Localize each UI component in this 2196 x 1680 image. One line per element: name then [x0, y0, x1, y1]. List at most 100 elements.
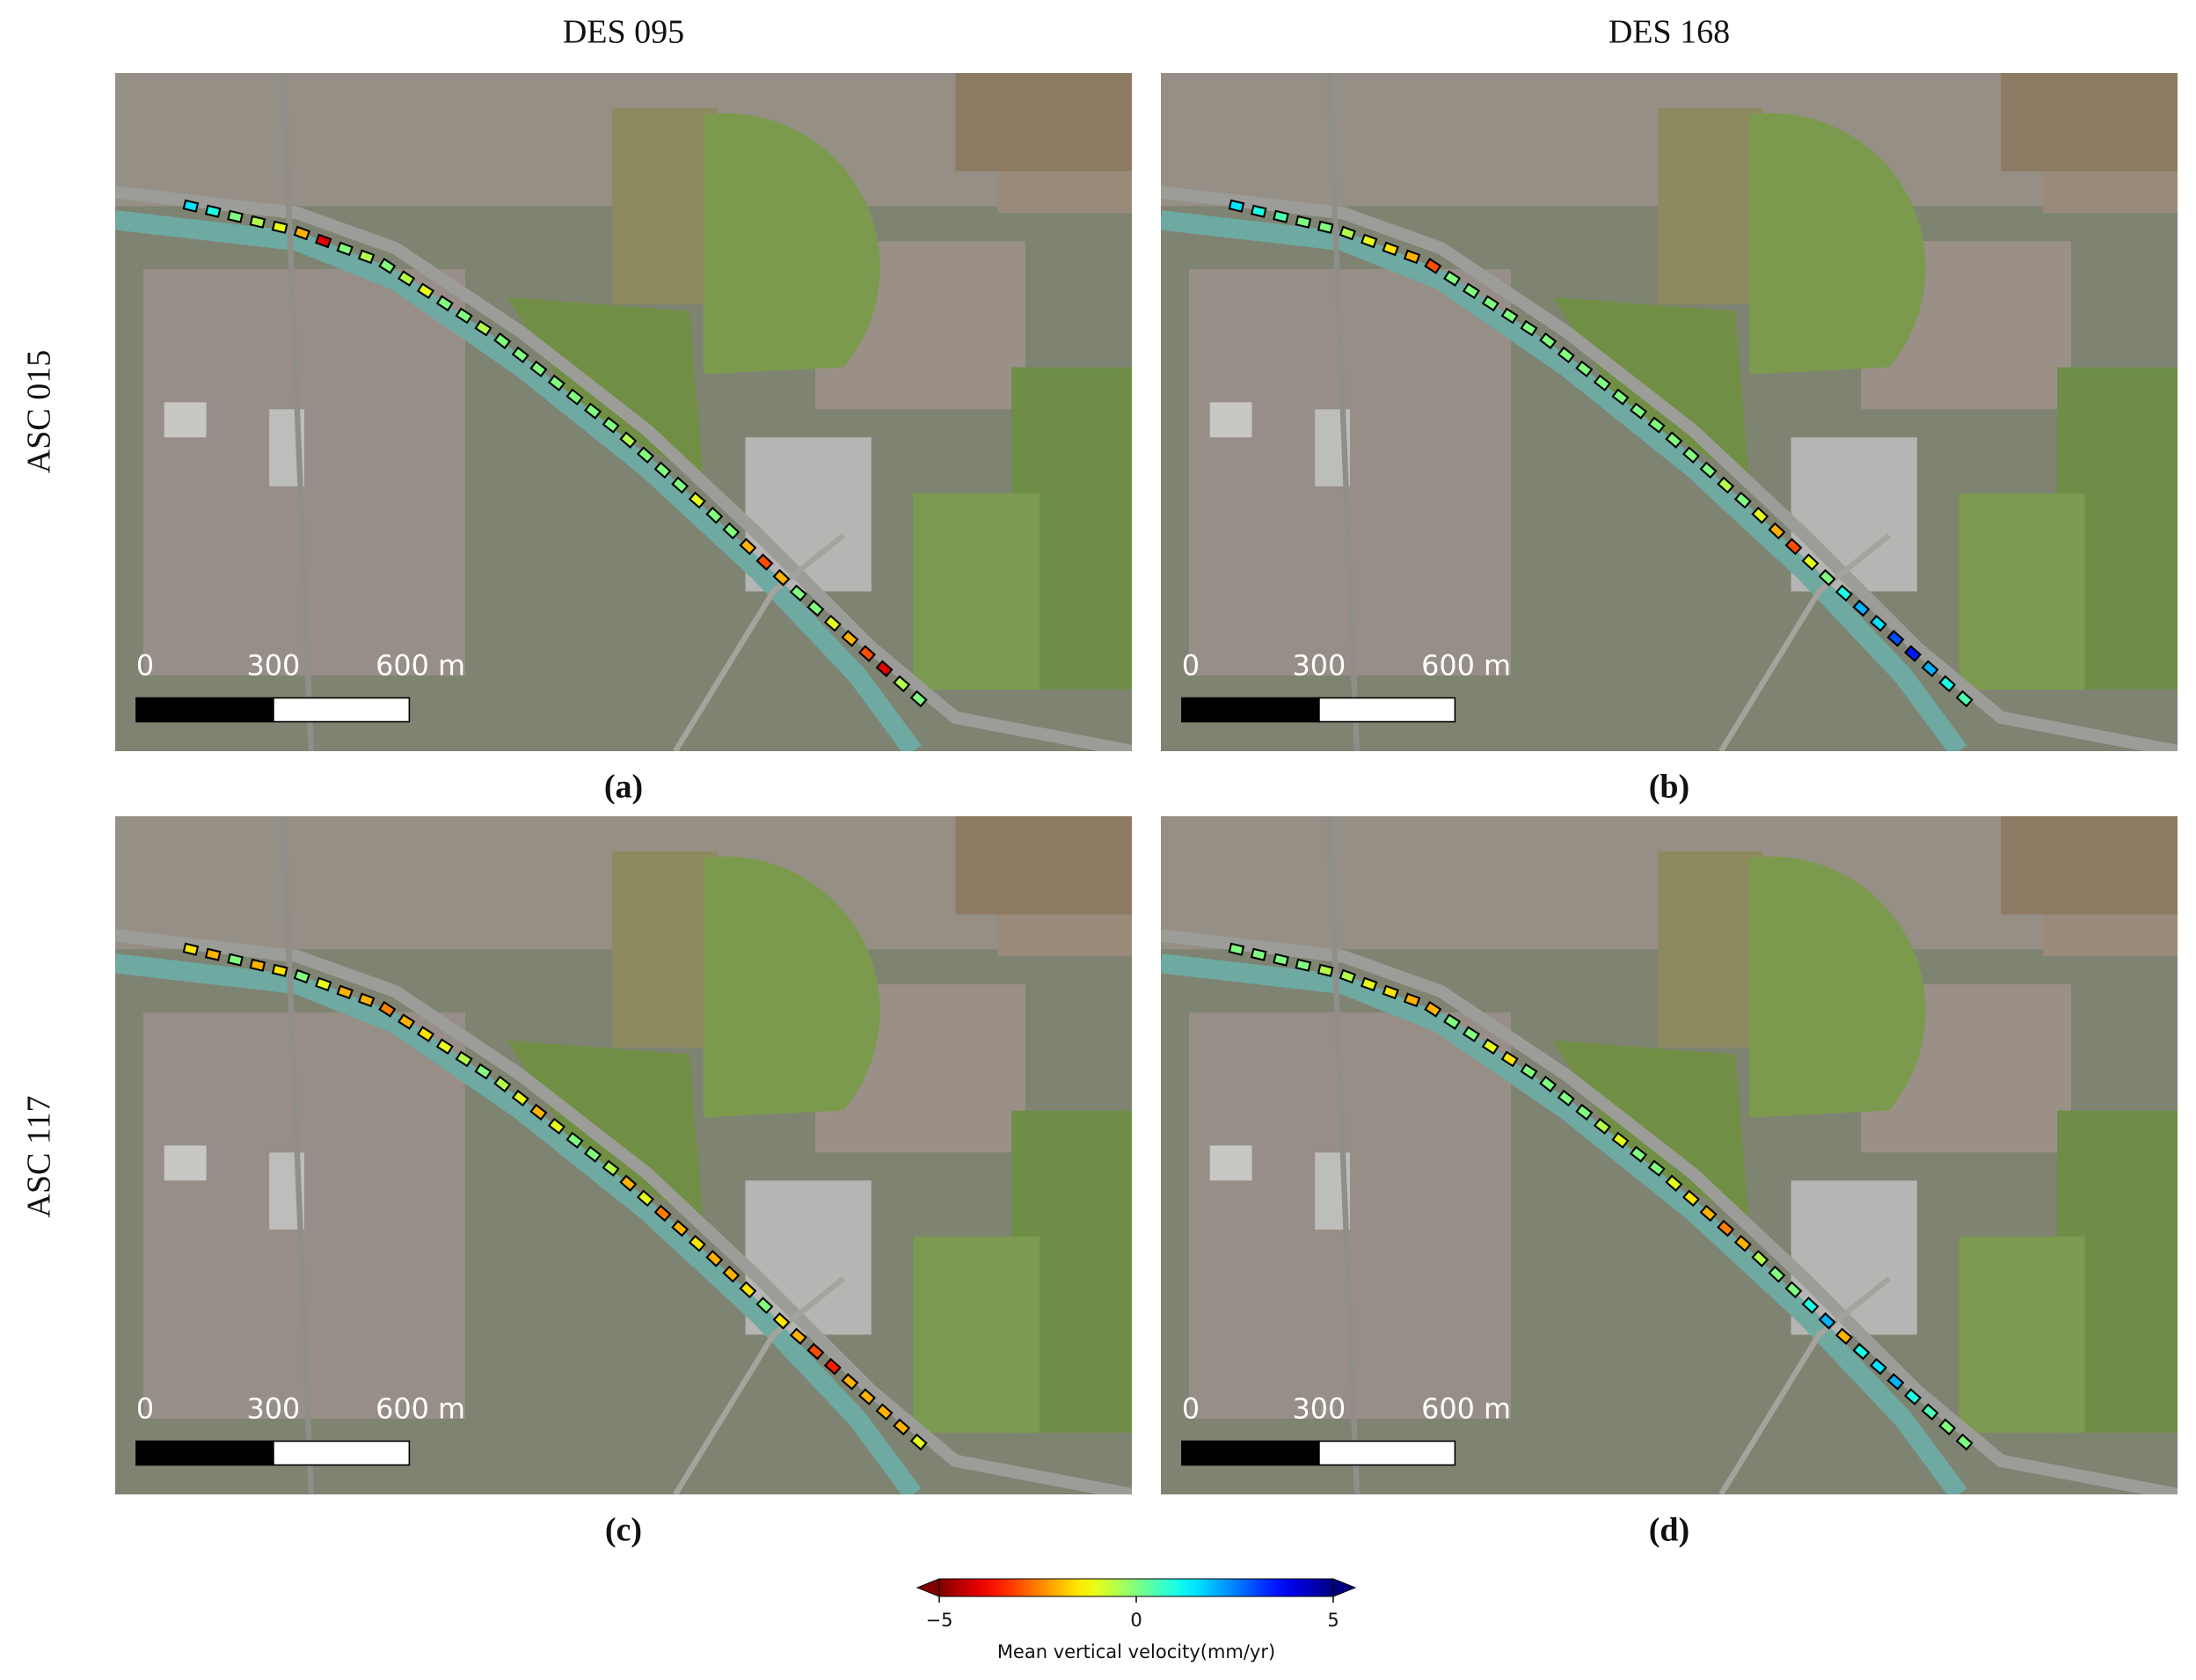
velocity-point	[1575, 360, 1594, 377]
velocity-point	[909, 690, 928, 708]
velocity-point	[357, 249, 376, 265]
row-title: ASC 015	[21, 350, 58, 473]
velocity-point	[841, 1373, 859, 1391]
velocity-point	[1317, 963, 1334, 977]
map-panel: 0 300 600 m	[115, 816, 1132, 1494]
velocity-point	[1228, 199, 1245, 213]
velocity-point	[1665, 431, 1683, 449]
velocity-point	[547, 374, 565, 391]
velocity-point	[1481, 1038, 1499, 1055]
velocity-point	[1818, 568, 1836, 587]
velocity-point	[875, 1403, 894, 1421]
velocity-point	[1733, 491, 1752, 509]
velocity-point	[602, 1159, 620, 1177]
colorbar-label: Mean vertical velocity(mm/yr)	[997, 1641, 1275, 1662]
velocity-point	[455, 307, 473, 325]
velocity-point	[1699, 1204, 1718, 1223]
velocity-point	[671, 476, 689, 494]
velocity-point	[619, 431, 638, 449]
scale-label: 600 m	[1421, 1391, 1511, 1425]
velocity-point	[493, 1075, 512, 1093]
velocity-point	[584, 1145, 602, 1163]
velocity-point	[493, 332, 512, 350]
velocity-point	[315, 233, 332, 249]
velocity-point	[204, 204, 222, 218]
velocity-point	[1768, 1265, 1786, 1283]
velocity-point	[739, 537, 757, 556]
colorbar-gradient	[938, 1578, 1334, 1597]
scale-label: 300	[1293, 1391, 1346, 1425]
scale-label: 600 m	[376, 648, 465, 682]
velocity-point	[1852, 1342, 1871, 1361]
velocity-point	[1921, 660, 1939, 677]
velocity-point	[722, 522, 741, 540]
velocity-point	[1682, 1189, 1700, 1208]
velocity-point	[1250, 947, 1267, 961]
scale-label: 0	[136, 648, 154, 682]
scale-bar-white	[273, 697, 411, 723]
scale-bar-white	[1318, 1440, 1456, 1466]
velocity-point	[1317, 220, 1334, 234]
panel-label: (d)	[1649, 1512, 1689, 1549]
velocity-point	[1228, 942, 1245, 956]
velocity-point	[1784, 1281, 1803, 1299]
velocity-point	[204, 947, 222, 961]
velocity-point	[227, 953, 244, 967]
velocity-point	[636, 1189, 654, 1208]
scale-label: 0	[1182, 1391, 1200, 1425]
velocity-point	[1361, 976, 1378, 992]
velocity-point	[1611, 388, 1630, 405]
velocity-point	[1273, 953, 1289, 967]
velocity-point	[271, 220, 288, 234]
velocity-point	[823, 1357, 842, 1376]
velocity-point	[1647, 416, 1666, 434]
velocity-point	[547, 1117, 565, 1135]
velocity-point	[1403, 249, 1421, 265]
velocity-point	[357, 992, 376, 1008]
velocity-point	[1403, 992, 1421, 1008]
velocity-point	[336, 984, 354, 1000]
velocity-point	[1339, 968, 1356, 984]
velocity-point	[529, 1103, 548, 1121]
scale-label: 300	[247, 648, 301, 682]
velocity-point	[1869, 1357, 1887, 1376]
velocity-point	[619, 1174, 638, 1192]
velocity-point	[474, 1063, 492, 1080]
scale-label: 0	[1182, 648, 1200, 682]
panel-label: (a)	[604, 769, 643, 806]
colorbar-tick-label: 5	[1327, 1610, 1339, 1631]
colorbar-extend-low	[916, 1578, 940, 1597]
velocity-point	[602, 416, 620, 434]
velocity-point	[565, 388, 584, 405]
velocity-point	[315, 976, 332, 992]
velocity-point	[1557, 346, 1575, 364]
velocity-point	[565, 1131, 584, 1149]
velocity-point	[772, 568, 791, 587]
velocity-point	[1733, 1234, 1752, 1253]
colorbar-tick-label: −5	[926, 1610, 953, 1631]
velocity-point	[435, 1038, 454, 1055]
velocity-point	[1462, 282, 1480, 300]
velocity-point	[705, 507, 724, 524]
velocity-point	[1938, 675, 1957, 693]
velocity-point	[1801, 553, 1820, 571]
velocity-point	[1520, 1063, 1538, 1080]
velocity-point	[529, 360, 548, 377]
velocity-point	[1768, 522, 1786, 540]
velocity-point	[705, 1250, 724, 1267]
velocity-point	[398, 1013, 416, 1030]
velocity-point	[1539, 332, 1558, 350]
velocity-point	[416, 1026, 434, 1043]
velocity-point	[909, 1433, 928, 1451]
velocity-point	[1273, 209, 1289, 223]
colorbar: −5 0 5 Mean vertical velocity(mm/yr)	[916, 1578, 1357, 1662]
velocity-point	[739, 1281, 757, 1299]
velocity-point	[1500, 307, 1519, 325]
scale-bar-white	[273, 1440, 411, 1466]
velocity-point	[1539, 1075, 1558, 1093]
velocity-point	[806, 1342, 825, 1361]
velocity-point	[1593, 1117, 1611, 1135]
velocity-point	[584, 402, 602, 420]
